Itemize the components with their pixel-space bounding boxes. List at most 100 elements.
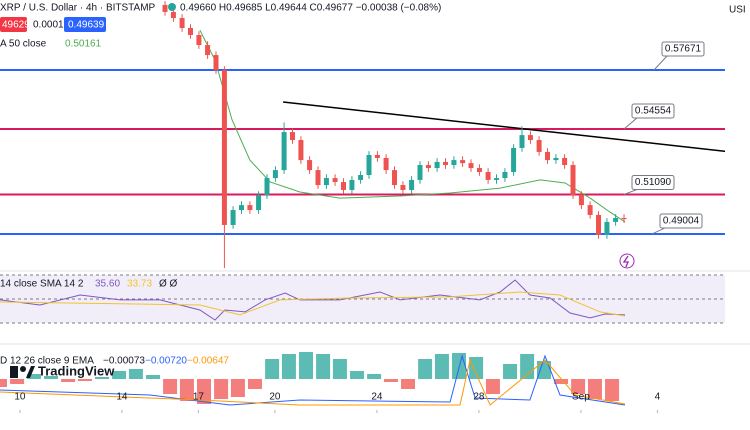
candle-body [281, 132, 287, 171]
histogram-bar [163, 379, 178, 394]
candle-body [494, 178, 500, 180]
candle-body [196, 35, 202, 46]
candle-body [256, 195, 262, 211]
candle-body [545, 151, 551, 161]
ma-label: A 50 close [0, 39, 47, 50]
candle-body [349, 179, 355, 190]
candle-body [247, 205, 253, 211]
callout-label: 0.51090 [635, 177, 672, 188]
candle-body [290, 132, 296, 141]
histogram-bar [214, 379, 229, 399]
histogram-bar [179, 379, 194, 401]
rsi-line [0, 291, 626, 317]
candle-body [519, 135, 525, 148]
alert-bolt [622, 255, 629, 268]
candle-body [205, 45, 211, 56]
candle-body [400, 185, 406, 190]
candle-body [451, 160, 457, 165]
candle-body [366, 154, 372, 176]
histogram-bar [469, 357, 484, 379]
pane-value: −0.00720 [145, 356, 187, 367]
logo-mark [10, 366, 18, 378]
price-axis-bg [725, 0, 750, 430]
callout-connector [651, 227, 666, 235]
histogram-bar [383, 379, 398, 382]
candle-body [170, 11, 176, 18]
candle-body [570, 164, 576, 196]
pane-title: D 12 26 close 9 EMA [0, 356, 94, 367]
rsi-line [0, 279, 626, 321]
callout-box [661, 41, 705, 57]
alert-icon[interactable] [619, 253, 635, 269]
bid-box [0, 17, 27, 32]
histogram-bar [554, 379, 569, 384]
callout-connector [623, 117, 638, 130]
candle-body [621, 217, 627, 220]
axis-unit: USI [729, 5, 746, 16]
pane-value: −0.00647 [187, 356, 229, 367]
histogram-bar [26, 374, 41, 379]
candle-body [613, 217, 619, 222]
candle-body [298, 140, 304, 161]
candle-body [434, 161, 440, 169]
x-tick-label: 17 [193, 392, 205, 403]
histogram-bar [401, 379, 416, 389]
callout-label: 0.57671 [665, 44, 702, 55]
histogram-bar [248, 379, 263, 389]
bid: 49629 [2, 20, 30, 31]
x-tick-label: 14 [116, 392, 128, 403]
histogram-bar [95, 377, 110, 379]
pane-value: 35.60 [95, 279, 120, 290]
candle-body [502, 171, 508, 179]
candle-body [553, 157, 559, 161]
histogram-bar [571, 379, 586, 394]
x-tick-label: 4 [655, 392, 661, 403]
logo: TradingView [38, 363, 115, 378]
histogram-bar [299, 352, 314, 379]
x-tick-label: 24 [371, 392, 383, 403]
candle-body [323, 178, 329, 186]
histogram-bar [128, 369, 143, 379]
histogram-bar [230, 379, 245, 397]
candle-body [332, 178, 338, 183]
candle-body [460, 160, 466, 164]
candle-body [383, 157, 389, 171]
candle-body [392, 170, 398, 186]
candle-body [358, 175, 364, 180]
status-dot [168, 3, 176, 11]
candle-body [417, 164, 423, 180]
candle-body [425, 164, 431, 169]
candle-body [527, 135, 533, 141]
callout-connector [653, 55, 668, 71]
candle-body [476, 168, 482, 172]
candle-body [179, 17, 185, 29]
histogram-bar [77, 379, 92, 381]
histogram-bar [61, 379, 76, 382]
candle-body [409, 179, 415, 190]
histogram-bar [503, 364, 518, 379]
histogram-bar [10, 379, 25, 384]
histogram-bar [265, 359, 280, 379]
candle-body [238, 205, 244, 211]
callout-label: 0.49004 [663, 216, 700, 227]
candle-body [230, 210, 236, 225]
histogram-bar [536, 361, 551, 379]
histogram-bar [520, 354, 535, 379]
histogram-bar [605, 379, 620, 401]
callout-box [631, 103, 675, 119]
histogram-bar [587, 379, 602, 399]
histogram-bar [485, 379, 500, 394]
candle-body [162, 4, 168, 12]
candle-body [578, 195, 584, 206]
logo-mark [20, 366, 26, 372]
histogram-bar [367, 374, 382, 379]
candle-body [468, 163, 474, 169]
callout-connector [623, 189, 638, 195]
ma-value: 0.50161 [65, 39, 102, 50]
symbol: XRP / U.S. Dollar · 4h · BITSTAMP [0, 3, 156, 14]
candle-body [587, 205, 593, 215]
histogram-bar [281, 354, 296, 379]
histogram-bar [197, 379, 212, 404]
